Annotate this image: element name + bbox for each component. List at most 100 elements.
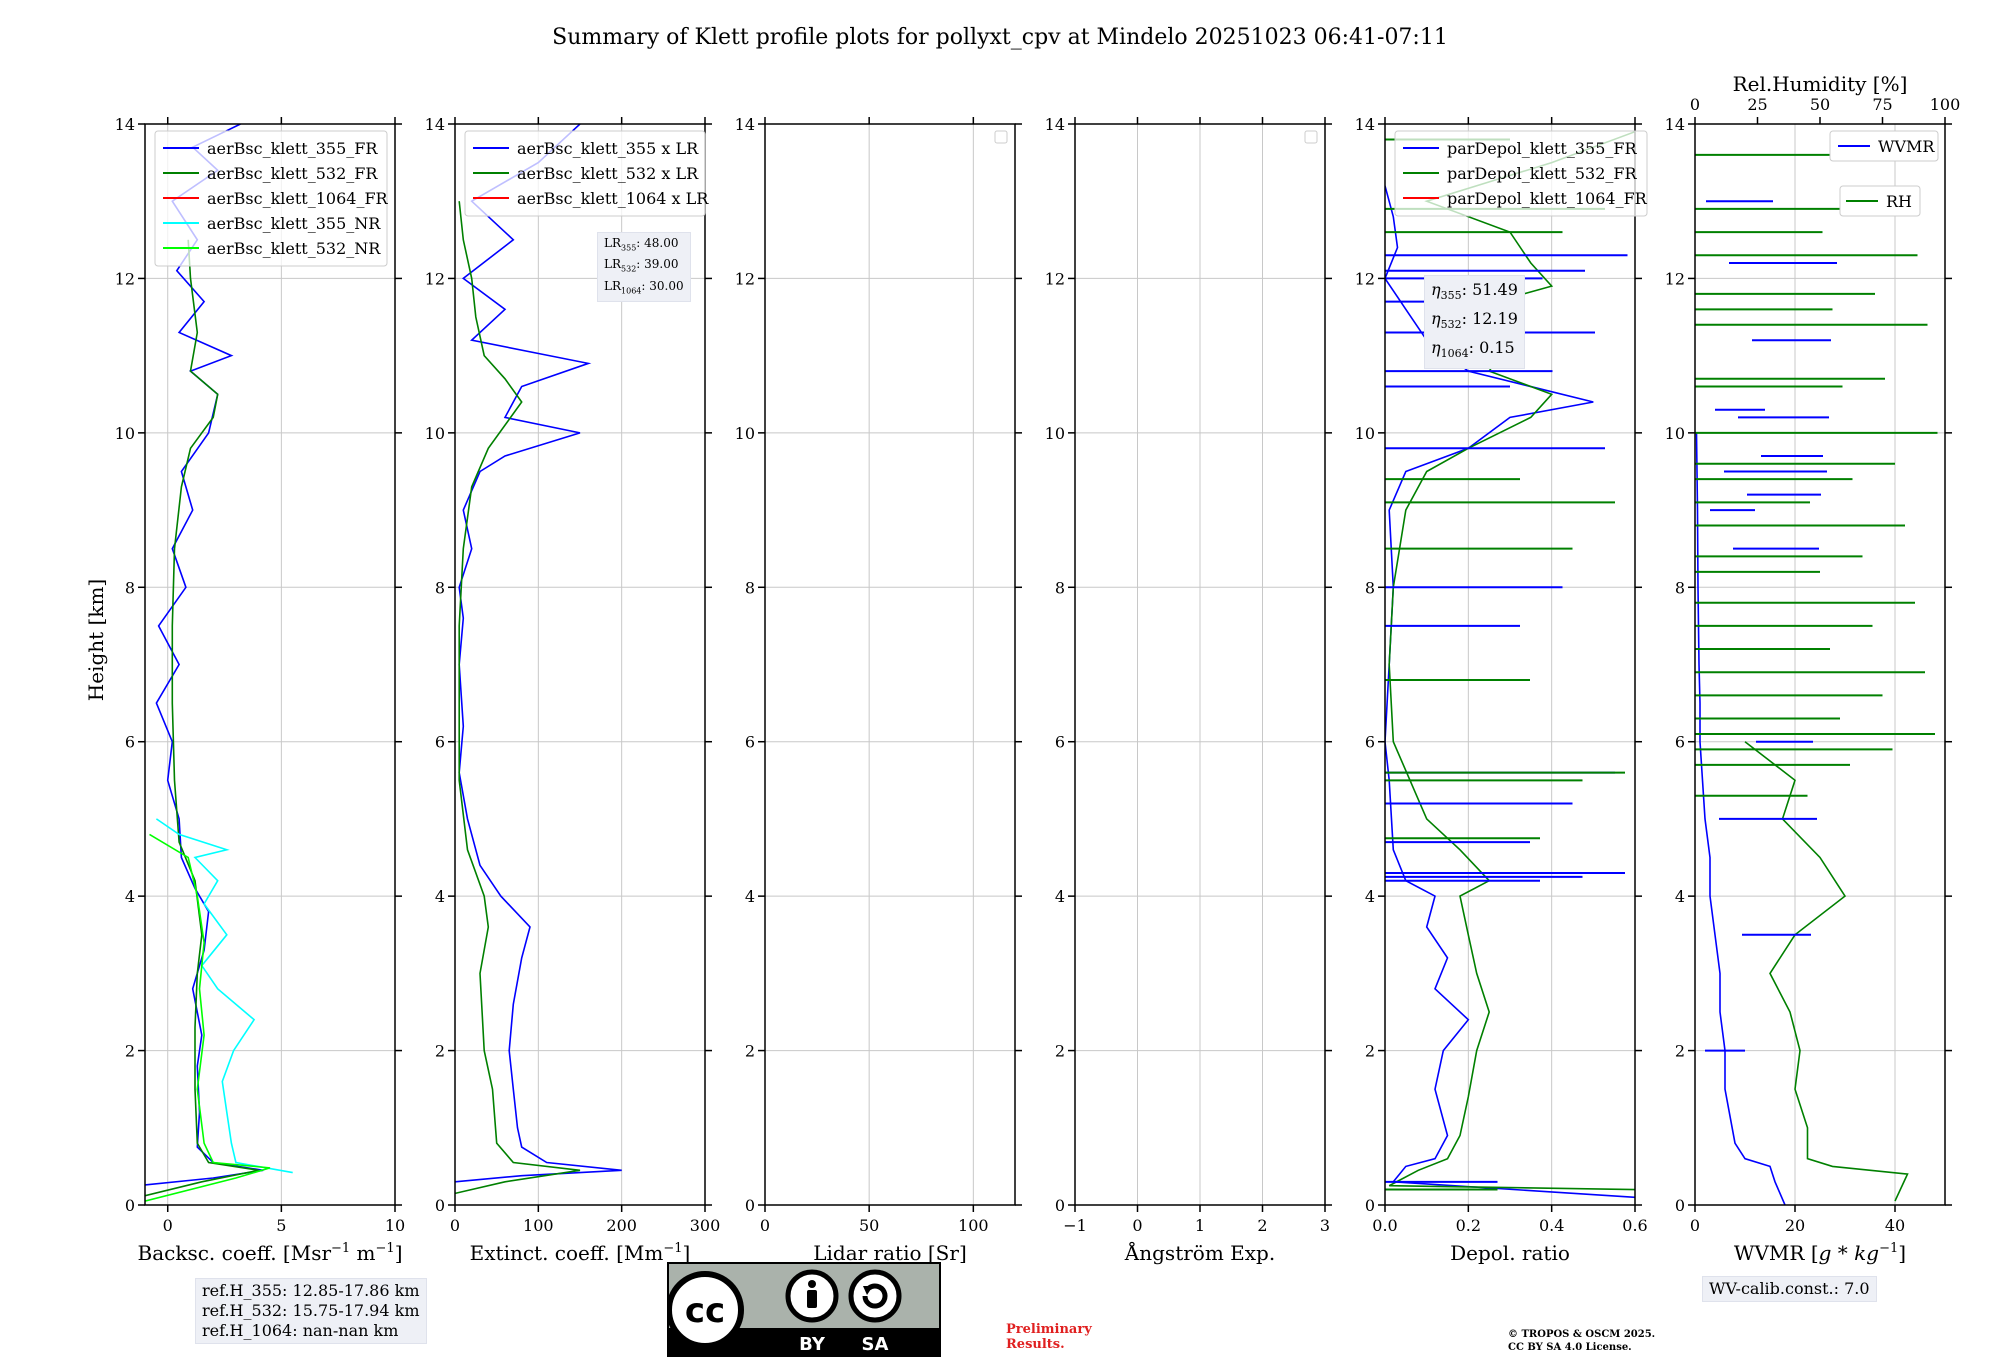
panel-3: 0 2 4 6 8 10 12 14 0 50 100 Lidar ratio [Sr]	[735, 115, 1022, 1265]
y-tick-label: 14	[1665, 115, 1685, 134]
series-line-aerBsc_klett_532 x LR	[455, 201, 581, 1195]
legend-entry: aerBsc_klett_532_FR	[207, 164, 378, 183]
y-tick-label: 0	[745, 1196, 755, 1215]
x-tick-label: 100	[958, 1216, 989, 1235]
y-tick-label: 0	[1055, 1196, 1065, 1215]
x2-axis-label: Rel.Humidity [%]	[1733, 72, 1908, 96]
series-line-aerBsc_klett_532_FR	[145, 239, 259, 1197]
eta-355: η355: 51.49	[1431, 280, 1518, 303]
x-tick-label: 0.4	[1539, 1216, 1564, 1235]
y-tick-label: 6	[1365, 733, 1375, 752]
plot-frame	[1074, 123, 1326, 1206]
y-axis-label: Height [km]	[84, 579, 108, 701]
panel-6: 0 2 4 6 8 10 12 14 0 20 40 0 25 50 75 100 Rel.Humidity […	[1665, 72, 1961, 1265]
series-line-RH	[1744, 741, 1909, 1202]
y-tick-label: 2	[1675, 1042, 1685, 1061]
x2-tick-label: 75	[1872, 95, 1892, 114]
ref-height-1064: ref.H_1064: nan-nan km	[202, 1321, 399, 1340]
y-tick-label: 2	[125, 1042, 135, 1061]
copyright-note: © TROPOS & OSCM 2025. CC BY SA 4.0 Licen…	[1508, 1329, 1656, 1353]
svg-text:RH: RH	[1886, 192, 1912, 211]
cc-logo-icon	[667, 1271, 744, 1349]
plot-frame	[764, 123, 1016, 1206]
y-tick-label: 8	[1675, 578, 1685, 597]
x2-tick-label: 25	[1747, 95, 1767, 114]
series-line-parDepol_klett_532_FR	[1388, 130, 1635, 1191]
x-tick-label: 40	[1885, 1216, 1905, 1235]
cc-license-badge[interactable]: cc BY SA	[667, 1262, 941, 1357]
x-tick-label: 3	[1320, 1216, 1330, 1235]
x-tick-label: 200	[606, 1216, 637, 1235]
series-line-aerBsc_klett_355_FR	[145, 124, 264, 1186]
y-tick-label: 8	[1365, 578, 1375, 597]
y-tick-label: 2	[435, 1042, 445, 1061]
y-tick-label: 6	[125, 733, 135, 752]
y-tick-label: 12	[115, 269, 135, 288]
series-line-aerBsc_klett_355_NR	[155, 818, 293, 1174]
x-tick-label: 0.0	[1372, 1216, 1397, 1235]
x2-tick-label: 50	[1810, 95, 1830, 114]
x-tick-label: 0	[1132, 1216, 1142, 1235]
preliminary-note: Preliminary Results.	[1006, 1322, 1092, 1352]
y-tick-label: 2	[745, 1042, 755, 1061]
y-tick-label: 8	[435, 578, 445, 597]
empty-legend	[994, 130, 1008, 144]
eta-box: η355: 51.49 η532: 12.19 η1064: 0.15	[1424, 275, 1525, 369]
legend: aerBsc_klett_355_FR aerBsc_klett_532_FRae…	[154, 130, 389, 267]
x-axis-label: Backsc. coeff. [Msr−1 m−1]	[138, 1241, 403, 1265]
y-tick-label: 6	[1055, 733, 1065, 752]
y-tick-label: 2	[1055, 1042, 1065, 1061]
sa-share-icon	[848, 1269, 902, 1323]
x-axis-label: WVMR [g * kg−1]	[1734, 1241, 1906, 1265]
panel-1: 0 2 4 6 8 10 12 14 0 5 10 Backsc. coeff. [Msr−1 m−1…	[115, 115, 406, 1265]
y-tick-label: 6	[745, 733, 755, 752]
y-tick-label: 6	[435, 733, 445, 752]
y-tick-label: 4	[1055, 887, 1065, 906]
y-tick-label: 8	[1055, 578, 1065, 597]
lr-355: LR355: 48.00	[604, 236, 679, 253]
y-tick-label: 10	[1665, 424, 1685, 443]
lidar-ratio-box: LR355: 48.00 LR532: 39.00 LR1064: 30.00	[597, 232, 691, 303]
plot-frame	[144, 123, 396, 1206]
figure-title: Summary of Klett profile plots for polly…	[552, 25, 1448, 50]
legend-RH: RH	[1839, 185, 1921, 217]
y-tick-label: 14	[1045, 115, 1065, 134]
cc-logo-text: cc	[685, 1291, 725, 1331]
x-tick-label: 5	[276, 1216, 286, 1235]
y-tick-label: 0	[1365, 1196, 1375, 1215]
wv-calib-const: WV-calib.const.: 7.0	[1709, 1279, 1870, 1298]
y-tick-label: 12	[1355, 269, 1375, 288]
y-tick-label: 4	[1365, 887, 1375, 906]
x-axis-label: Lidar ratio [Sr]	[813, 1241, 967, 1265]
ref-height-355: ref.H_355: 12.85-17.86 km	[202, 1281, 420, 1300]
y-tick-label: 8	[745, 578, 755, 597]
y-tick-label: 10	[425, 424, 445, 443]
x-tick-label: 0	[163, 1216, 173, 1235]
series-line-aerBsc_klett_532_NR	[145, 833, 271, 1202]
x-tick-label: 20	[1785, 1216, 1805, 1235]
eta-532: η532: 12.19	[1431, 309, 1518, 332]
x2-tick-label: 100	[1930, 95, 1961, 114]
y-tick-label: 14	[425, 115, 445, 134]
y-tick-label: 2	[1365, 1042, 1375, 1061]
legend-entry: parDepol_klett_355_FR	[1447, 139, 1638, 158]
plot-frame	[1694, 123, 1946, 1206]
y-tick-label: 8	[125, 578, 135, 597]
x-tick-label: 1	[1195, 1216, 1205, 1235]
y-tick-label: 12	[735, 269, 755, 288]
plot-frame	[454, 123, 706, 1206]
y-tick-label: 4	[435, 887, 445, 906]
y-tick-label: 0	[1675, 1196, 1685, 1215]
y-tick-label: 10	[735, 424, 755, 443]
y-tick-label: 6	[1675, 733, 1685, 752]
legend-entry: aerBsc_klett_1064 x LR	[517, 189, 709, 208]
legend: aerBsc_klett_355 x LR aerBsc_klett_532 x …	[464, 130, 709, 217]
y-tick-label: 10	[1045, 424, 1065, 443]
panel-5: 0 2 4 6 8 10 12 14 0.0 0.2 0.4 0.6 Depol. ratio parDe…	[1355, 115, 1648, 1265]
x-tick-label: 50	[859, 1216, 879, 1235]
x-tick-label: 0	[1690, 1216, 1700, 1235]
legend: parDepol_klett_355_FR parDepol_klett_532_…	[1394, 130, 1648, 217]
x-axis-label: Depol. ratio	[1450, 1241, 1570, 1265]
legend-entry: aerBsc_klett_532 x LR	[517, 164, 699, 183]
